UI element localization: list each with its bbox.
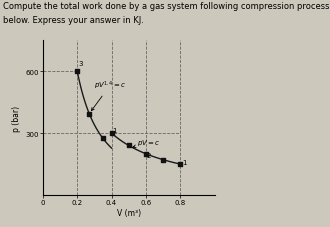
Point [75, 70, 80, 74]
Text: 3: 3 [78, 61, 82, 67]
Point [86, 112, 92, 116]
Text: $pV=c$: $pV=c$ [133, 138, 161, 148]
Point [160, 158, 166, 162]
Y-axis label: p (bar): p (bar) [12, 105, 21, 131]
Text: Compute the total work done by a gas system following compression processes as s: Compute the total work done by a gas sys… [3, 2, 330, 11]
Point [100, 137, 106, 141]
Point [143, 152, 148, 156]
Text: 1: 1 [182, 159, 186, 165]
Point [126, 144, 131, 148]
Point [178, 163, 183, 166]
Point [109, 132, 114, 135]
Text: 2: 2 [147, 152, 151, 158]
Text: $pV^{1.4}$$=c$: $pV^{1.4}$$=c$ [91, 79, 126, 111]
Text: below. Express your answer in KJ.: below. Express your answer in KJ. [3, 16, 144, 25]
Text: 1: 1 [113, 128, 117, 133]
X-axis label: V (m³): V (m³) [116, 208, 141, 217]
